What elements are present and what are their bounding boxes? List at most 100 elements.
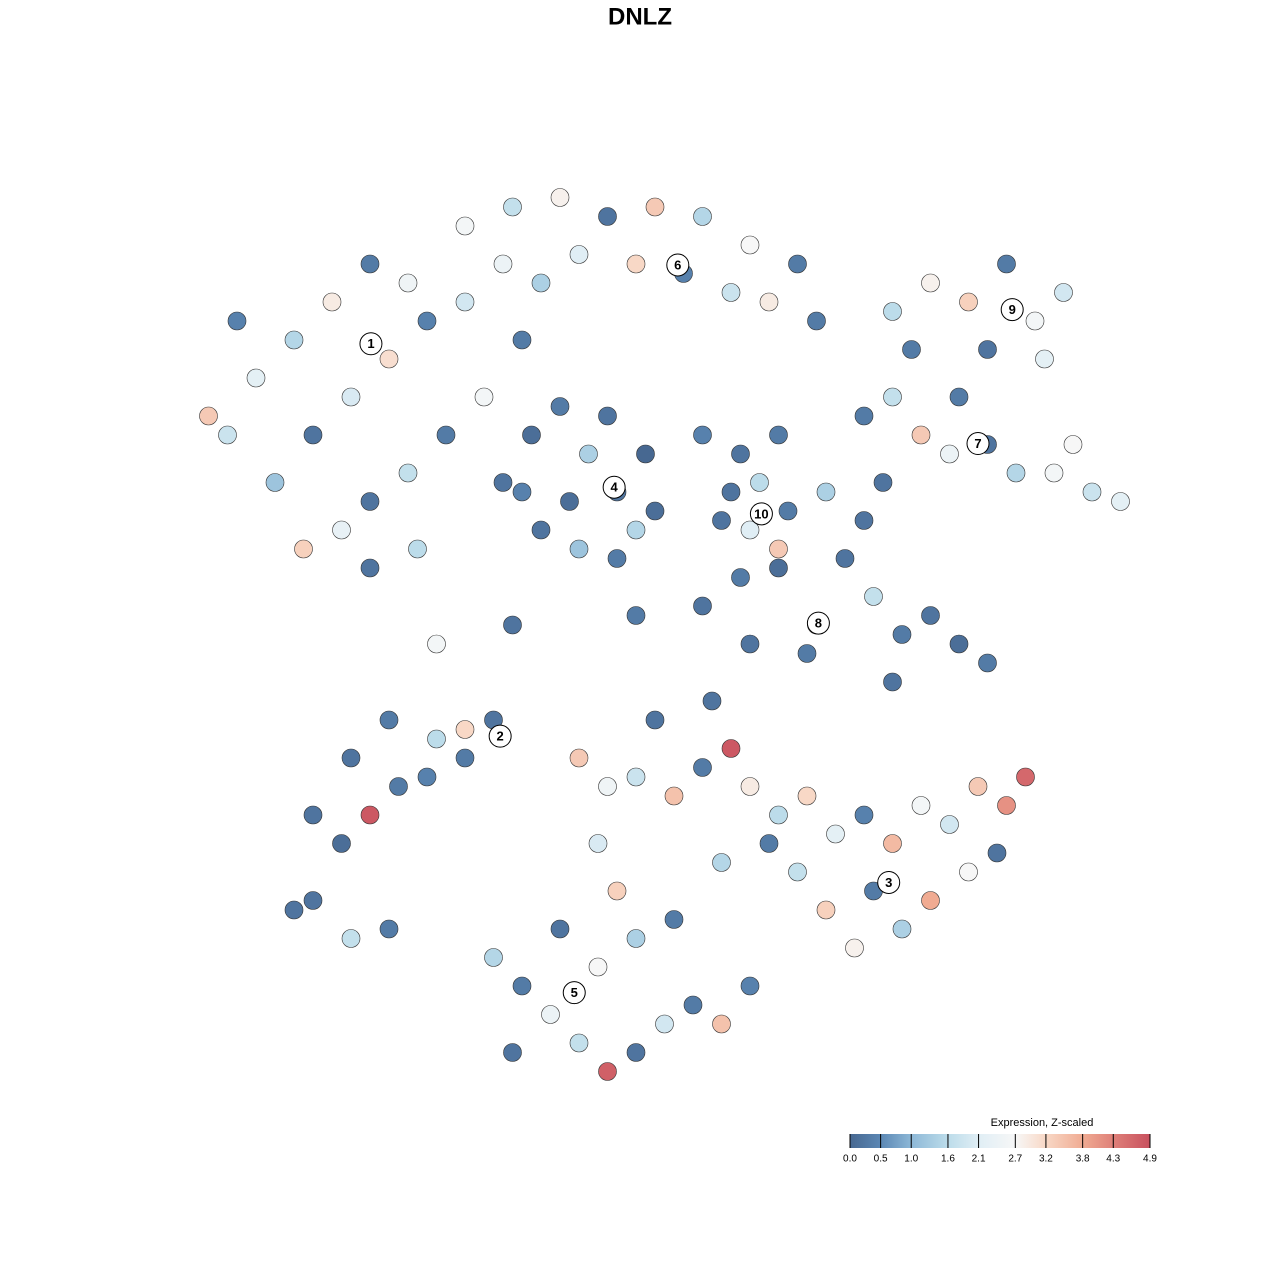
point — [845, 938, 864, 958]
point — [873, 473, 893, 492]
cluster-label: 9 — [1009, 302, 1016, 317]
point — [503, 1043, 522, 1062]
point — [427, 634, 446, 654]
point — [626, 520, 646, 540]
point — [693, 425, 712, 445]
point — [1035, 349, 1054, 369]
point — [550, 397, 570, 416]
point — [740, 235, 760, 255]
point — [332, 520, 351, 540]
point — [303, 891, 323, 910]
cluster-label: 5 — [571, 985, 578, 1000]
cluster-badge — [602, 475, 626, 499]
point — [531, 273, 551, 293]
point — [797, 644, 817, 663]
point — [759, 292, 779, 312]
point — [626, 254, 646, 274]
point — [484, 948, 503, 967]
cluster-label: 1 — [367, 336, 374, 351]
point — [854, 511, 874, 530]
point — [740, 976, 760, 996]
point — [588, 957, 608, 977]
point — [731, 568, 750, 587]
colorbar-tick-label: 1.6 — [941, 1154, 955, 1165]
point — [911, 796, 931, 815]
cluster-badge — [488, 724, 512, 748]
point — [607, 549, 627, 568]
colorbar-tick-label: 3.2 — [1039, 1154, 1053, 1165]
point — [721, 283, 741, 302]
point — [968, 777, 988, 796]
point — [379, 349, 399, 369]
point — [512, 482, 532, 502]
cluster-label: 8 — [815, 616, 822, 631]
point — [503, 197, 522, 217]
point — [664, 786, 684, 806]
point — [636, 444, 655, 464]
point — [883, 302, 902, 321]
point — [645, 197, 665, 217]
point — [598, 406, 617, 426]
colorbar-tick-label: 4.9 — [1143, 1154, 1157, 1165]
point — [455, 216, 475, 236]
cluster-badge — [749, 502, 773, 526]
point — [997, 796, 1016, 815]
point — [997, 254, 1016, 274]
point — [379, 710, 399, 730]
point — [759, 834, 779, 853]
point — [303, 425, 323, 445]
point — [455, 720, 475, 739]
point — [493, 254, 513, 274]
cluster-label: 6 — [674, 257, 681, 272]
colorbar-tick-label: 0.5 — [874, 1154, 888, 1165]
point — [769, 805, 788, 825]
point — [246, 368, 266, 388]
point — [474, 387, 494, 407]
point — [740, 634, 760, 654]
cluster-badge — [877, 870, 901, 894]
point — [883, 672, 902, 692]
point — [294, 539, 313, 559]
point — [826, 824, 845, 844]
point — [807, 311, 826, 331]
cluster-badge — [359, 332, 383, 356]
point — [693, 758, 712, 777]
point — [598, 1062, 617, 1081]
point — [712, 853, 731, 872]
point — [712, 511, 731, 530]
point — [1111, 492, 1130, 511]
point — [389, 777, 408, 796]
point — [1063, 435, 1083, 454]
cluster-badge — [1000, 298, 1024, 322]
point — [607, 881, 627, 901]
point — [683, 995, 703, 1015]
point — [284, 900, 304, 920]
point — [265, 473, 285, 492]
point — [626, 929, 646, 948]
point — [911, 425, 931, 445]
point — [360, 254, 380, 274]
point — [797, 786, 817, 806]
colorbar-tick-label: 3.8 — [1076, 1154, 1090, 1165]
point — [569, 1033, 589, 1053]
point — [702, 691, 722, 711]
points — [199, 188, 1130, 1081]
point — [921, 606, 940, 625]
point — [455, 748, 475, 768]
point — [740, 777, 760, 796]
point — [427, 729, 446, 749]
point — [541, 1005, 560, 1024]
point — [778, 501, 798, 521]
point — [959, 862, 978, 882]
point — [455, 292, 475, 312]
point — [588, 834, 608, 853]
point — [835, 549, 855, 568]
point — [1006, 463, 1026, 483]
point — [816, 482, 836, 502]
chart-title: DNLZ — [608, 3, 672, 30]
point — [721, 482, 741, 502]
cluster-label: 4 — [611, 480, 619, 495]
point — [379, 919, 399, 939]
point — [1025, 311, 1045, 331]
